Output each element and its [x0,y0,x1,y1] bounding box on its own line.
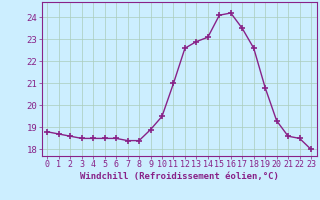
X-axis label: Windchill (Refroidissement éolien,°C): Windchill (Refroidissement éolien,°C) [80,172,279,181]
